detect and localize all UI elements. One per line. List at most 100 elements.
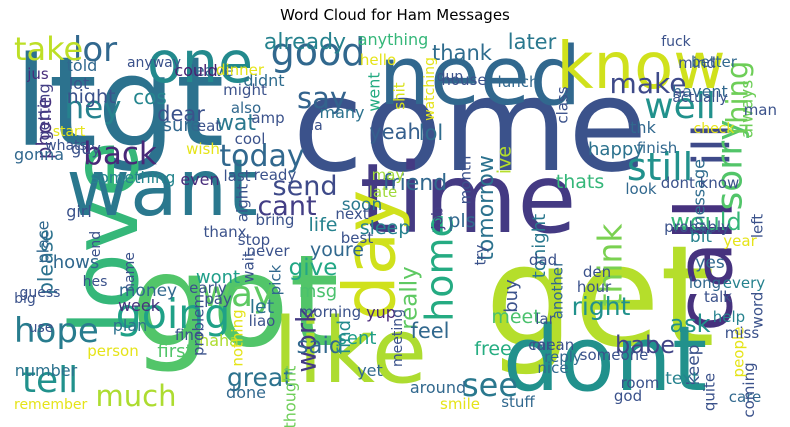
word-thk: thk: [630, 118, 656, 137]
word-coming: coming: [740, 362, 758, 417]
word-wat: wat: [216, 111, 256, 136]
word-god: god: [614, 387, 642, 405]
word-even: even: [180, 170, 219, 189]
word-early: early: [189, 279, 227, 297]
word-going: going: [116, 290, 231, 338]
word-dun: dun: [437, 69, 464, 85]
word-well: well: [644, 86, 716, 127]
word-nothing: nothing: [229, 309, 247, 366]
word-around: around: [410, 378, 466, 397]
word-name: name: [122, 252, 138, 292]
word-work: work: [292, 307, 323, 373]
word-start: start: [53, 124, 86, 140]
word-house: house: [441, 71, 486, 89]
word-always: always: [738, 80, 758, 139]
word-keep: keep: [684, 345, 704, 386]
word-ask: ask: [669, 310, 710, 338]
word-today: today: [219, 139, 304, 174]
word-probably: probably: [664, 218, 730, 236]
word-someone: someone: [580, 346, 649, 364]
word-lor: lor: [73, 30, 117, 70]
word-soon: soon: [342, 195, 382, 215]
word-see: see: [462, 366, 518, 404]
word-good: good: [271, 30, 366, 74]
word-stuff: stuff: [501, 393, 535, 411]
word-liao: liao: [249, 312, 276, 330]
word-try: try: [472, 244, 490, 265]
word-girl: girl: [66, 202, 92, 221]
word-class: class: [554, 86, 572, 123]
word-wait: wait: [240, 251, 258, 283]
word-anyway: anyway: [127, 55, 181, 71]
word-wont: wont: [196, 267, 240, 288]
word-please: please: [33, 229, 57, 295]
word-hey: hey: [64, 90, 121, 126]
word-told: told: [67, 56, 98, 75]
word-man: man: [744, 101, 777, 119]
word-right: right: [572, 292, 631, 321]
word-dinner: dinner: [216, 61, 265, 79]
word-whats: whats: [45, 138, 87, 154]
word-night: night: [67, 86, 116, 108]
word-number: number: [15, 361, 78, 380]
word-take: take: [14, 30, 83, 68]
word-best: best: [341, 229, 374, 247]
word-hes: hes: [83, 274, 108, 290]
word-happy: happy: [588, 139, 644, 160]
word-end: end: [88, 231, 104, 257]
word-tonight: tonight: [529, 214, 550, 278]
word-smile: smile: [440, 395, 480, 413]
word-anything: anything: [358, 30, 429, 49]
word-last: last: [223, 167, 250, 185]
word-message: message: [690, 159, 709, 231]
word-meeting: meeting: [390, 309, 406, 367]
word-meet: meet: [491, 306, 540, 328]
word-use: use: [29, 320, 54, 336]
word-find: find: [334, 320, 355, 354]
word-really: really: [397, 266, 423, 330]
word-people: people: [730, 327, 748, 378]
word-way: way: [202, 274, 275, 315]
word-sure: sure: [163, 115, 202, 136]
word-actually: actually: [672, 90, 727, 106]
word-pick: pick: [267, 264, 285, 295]
word-babe: babe: [615, 331, 675, 359]
word-sent: sent: [338, 328, 377, 349]
word-hello: hello: [360, 51, 396, 69]
word-get: get: [485, 216, 715, 379]
word-morning: morning: [299, 303, 361, 321]
word-got: got: [131, 227, 339, 375]
word-finish: finish: [637, 139, 677, 157]
word-leave: leave: [190, 61, 233, 80]
word-yeah: yeah: [369, 120, 421, 144]
word-ready: ready: [254, 166, 297, 184]
word-hows: hows: [53, 252, 100, 273]
word-nice: nice: [537, 359, 568, 377]
word-thank: thank: [432, 41, 493, 65]
word-mind: mind: [678, 54, 716, 72]
word-something: something: [91, 168, 176, 187]
word-haha: haha: [199, 331, 239, 350]
word-reply: reply: [544, 348, 582, 366]
word-send: send: [273, 171, 338, 202]
word-come: come: [293, 51, 648, 201]
word-already: already: [264, 30, 346, 55]
word-may: may: [372, 166, 405, 184]
word-time: time: [360, 143, 577, 255]
word-call: call: [660, 198, 750, 332]
word-havent: havent: [672, 82, 728, 101]
word-jus: jus: [26, 65, 49, 83]
word-long: long: [689, 274, 721, 292]
word-every: every: [723, 274, 766, 292]
word-cos: cos: [133, 85, 167, 109]
word-den: den: [583, 263, 611, 281]
word-phone: phone: [32, 97, 56, 160]
word-back: back: [83, 136, 157, 172]
word-check: check: [694, 121, 736, 137]
word-pls: pls: [448, 210, 475, 232]
word-feel: feel: [410, 319, 449, 343]
word-also: also: [231, 99, 261, 117]
word-want: want: [66, 144, 258, 234]
word-tomorrow: tomorrow: [474, 155, 499, 261]
word-eat: eat: [197, 117, 221, 135]
